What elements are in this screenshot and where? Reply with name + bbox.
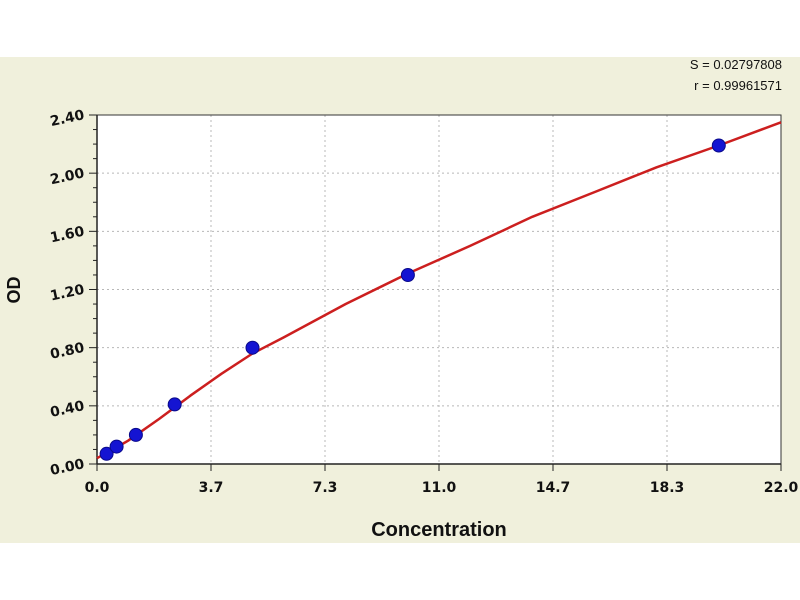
- y-tick-label: 0.00: [49, 456, 86, 479]
- y-axis-ticks: 0.00 0.40 0.80 1.20 1.60 2.00 2.40: [49, 107, 97, 479]
- grid-lines: [97, 115, 781, 464]
- stat-r-value: r = 0.99961571: [694, 78, 782, 93]
- x-tick-label: 11.0: [422, 480, 457, 496]
- stat-s-value: S = 0.02797808: [690, 57, 782, 72]
- data-marks: [96, 121, 782, 461]
- y-tick-label: 0.80: [49, 340, 86, 363]
- data-point: [245, 340, 260, 355]
- data-point: [109, 439, 124, 454]
- x-tick-label: 18.3: [650, 480, 685, 496]
- y-tick-label: 2.40: [49, 107, 86, 130]
- data-point: [128, 427, 143, 442]
- x-tick-label: 7.3: [313, 480, 338, 496]
- y-tick-label: 1.20: [49, 282, 86, 305]
- data-point: [400, 268, 415, 282]
- x-tick-label: 14.7: [536, 480, 571, 496]
- y-tick-label: 0.40: [49, 398, 86, 421]
- x-tick-label: 22.0: [764, 480, 799, 496]
- x-tick-label: 3.7: [199, 480, 224, 496]
- x-axis-label: Concentration: [371, 519, 507, 541]
- data-point: [99, 446, 114, 461]
- data-point: [711, 138, 726, 153]
- x-tick-label: 0.0: [85, 480, 110, 496]
- y-tick-label: 2.00: [49, 165, 86, 188]
- data-point: [167, 397, 182, 412]
- y-axis-label: OD: [4, 276, 24, 303]
- x-axis-ticks: 0.0 3.7 7.3 11.0 14.7 18.3 22.0: [85, 464, 799, 496]
- y-tick-label: 1.60: [49, 224, 86, 247]
